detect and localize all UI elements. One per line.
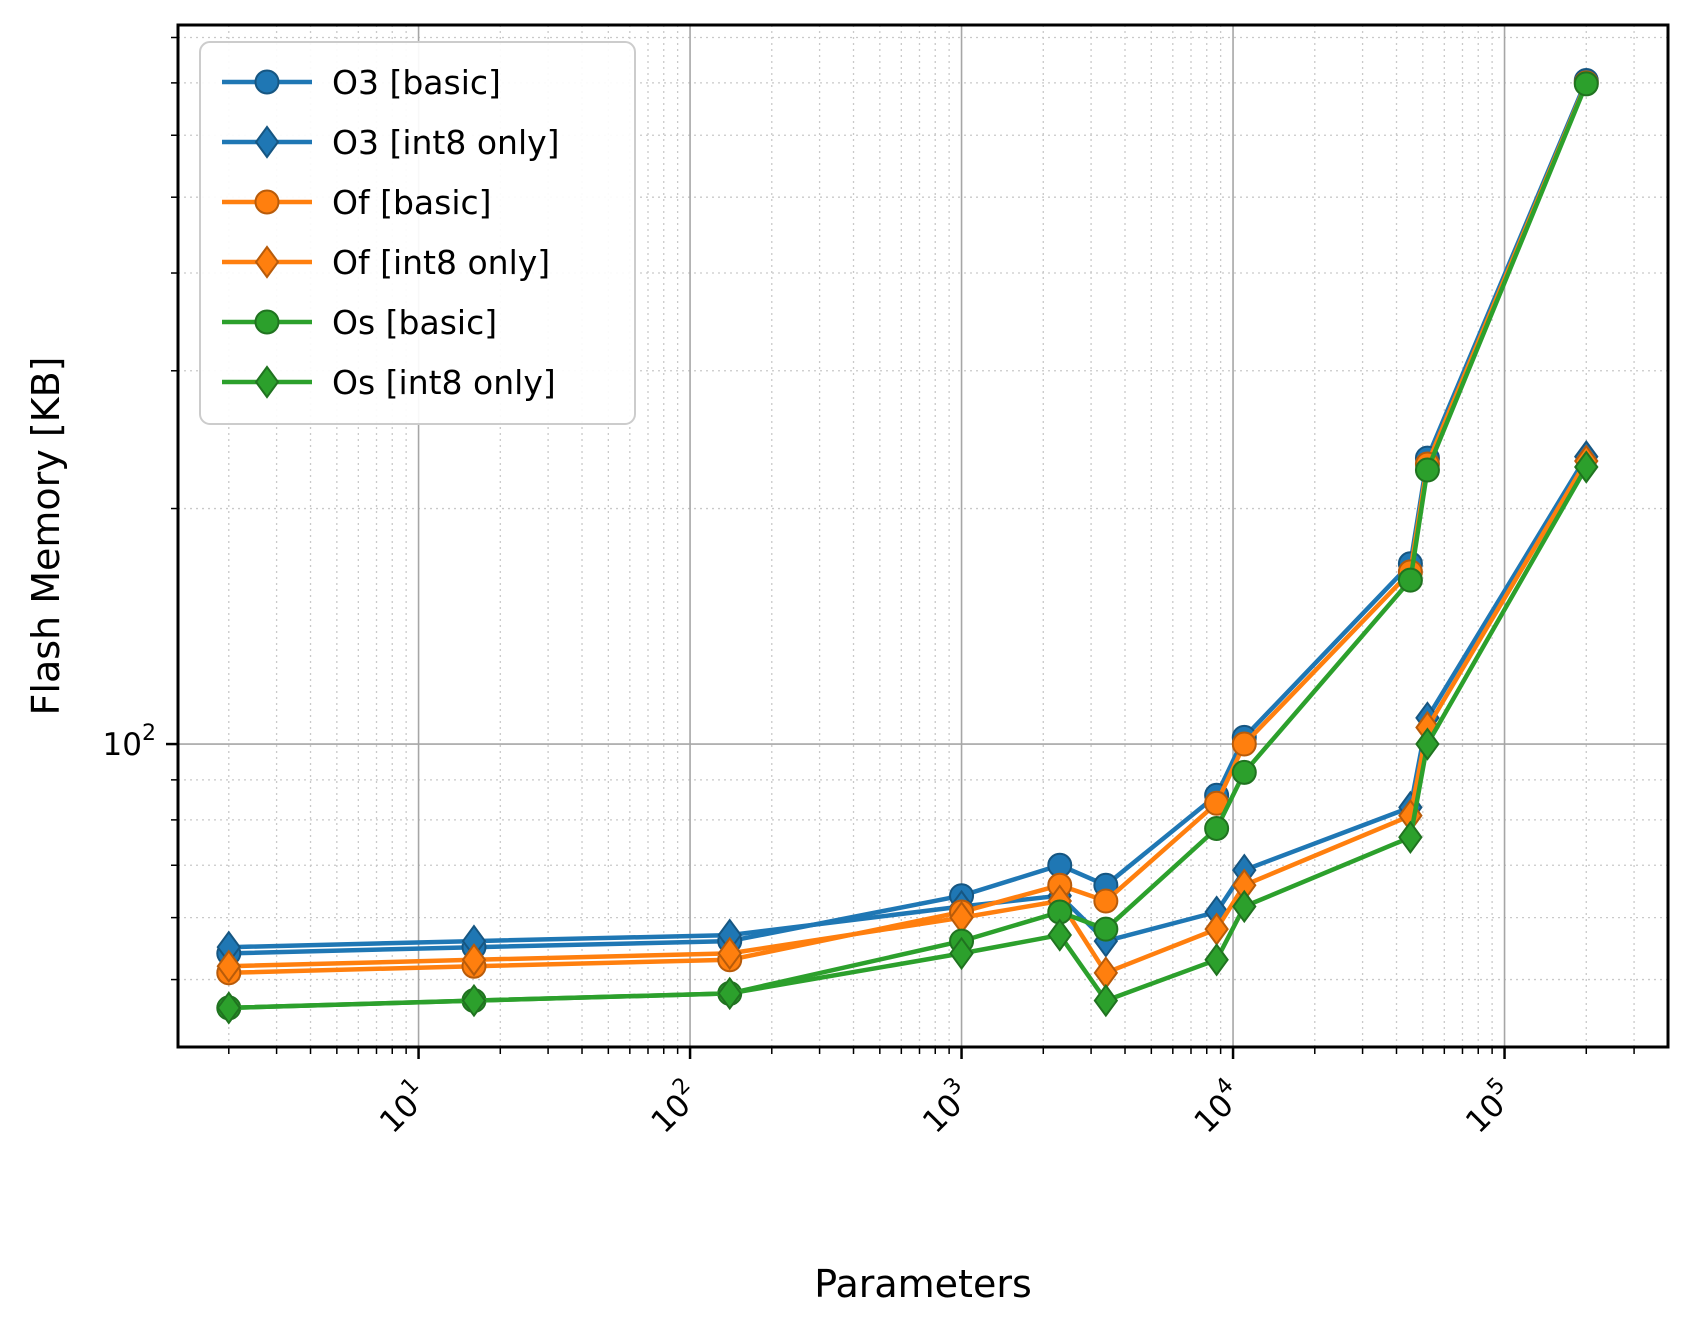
legend-marker-circle bbox=[254, 189, 280, 215]
series-1 bbox=[216, 439, 1599, 964]
legend-marker-diamond bbox=[254, 365, 280, 399]
legend-label: Os [int8 only] bbox=[332, 363, 556, 402]
data-point-marker bbox=[1398, 820, 1423, 854]
y-tick-labels: 102 bbox=[103, 721, 156, 763]
legend-entry: O3 [basic] bbox=[222, 63, 501, 102]
series-line bbox=[226, 458, 1589, 976]
data-point-marker bbox=[461, 983, 487, 1018]
data-point-marker bbox=[1574, 450, 1599, 484]
x-tick-label: 104 bbox=[1183, 1073, 1250, 1140]
legend: O3 [basic] O3 [int8 only] Of [basic] Of [in… bbox=[199, 41, 636, 425]
x-tick-labels: 101 102 103 104 105 bbox=[369, 1073, 1522, 1140]
x-tick-label: 103 bbox=[912, 1073, 979, 1140]
data-point-marker bbox=[1093, 888, 1119, 914]
legend-marker-diamond bbox=[254, 245, 280, 279]
legend-marker-diamond bbox=[254, 125, 280, 159]
data-point-marker bbox=[1231, 759, 1257, 785]
data-point-marker bbox=[1231, 731, 1257, 757]
plot-frame bbox=[176, 23, 1670, 1049]
legend-label: Os [basic] bbox=[332, 303, 497, 342]
data-point-marker bbox=[1415, 727, 1440, 761]
data-point-marker bbox=[949, 936, 974, 971]
x-axis-label: Parameters bbox=[814, 1262, 1032, 1306]
y-axis-label: Flash Memory [KB] bbox=[24, 356, 68, 716]
legend-entry: Of [basic] bbox=[222, 183, 492, 222]
x-tick-label: 101 bbox=[369, 1073, 436, 1140]
legend-marker-circle bbox=[254, 309, 280, 335]
data-point-marker bbox=[1204, 815, 1230, 841]
legend-label: Of [int8 only] bbox=[332, 243, 550, 282]
legend-box bbox=[199, 41, 636, 425]
data-point-marker bbox=[1573, 71, 1599, 97]
data-point-marker bbox=[1414, 457, 1440, 483]
data-point-marker bbox=[717, 976, 742, 1011]
data-point-marker bbox=[1047, 918, 1072, 952]
data-point-marker bbox=[1093, 916, 1119, 942]
data-point-marker bbox=[216, 991, 242, 1025]
legend-label: O3 [basic] bbox=[332, 63, 501, 102]
data-point-marker bbox=[717, 936, 742, 971]
legend-entry: Os [basic] bbox=[222, 303, 497, 342]
data-point-marker bbox=[216, 949, 242, 983]
series-line bbox=[226, 454, 1589, 950]
x-tick-label: 102 bbox=[640, 1073, 707, 1140]
data-point-marker bbox=[1093, 983, 1119, 1018]
data-point-marker bbox=[1204, 943, 1229, 977]
series-5 bbox=[216, 450, 1599, 1025]
legend-label: Of [basic] bbox=[332, 183, 492, 222]
legend-entry: O3 [int8 only] bbox=[222, 123, 560, 162]
y-tick-label: 102 bbox=[103, 721, 156, 763]
grid-minor bbox=[178, 25, 1668, 1047]
data-point-marker bbox=[461, 943, 487, 977]
series-3 bbox=[216, 444, 1599, 990]
legend-label: O3 [int8 only] bbox=[332, 123, 560, 162]
legend-entry: Of [int8 only] bbox=[222, 243, 550, 282]
legend-marker-circle bbox=[254, 69, 280, 95]
legend-entry: Os [int8 only] bbox=[222, 363, 556, 402]
data-point-marker bbox=[1397, 567, 1423, 593]
data-point-marker bbox=[1232, 889, 1257, 924]
x-tick-label: 105 bbox=[1455, 1073, 1522, 1140]
